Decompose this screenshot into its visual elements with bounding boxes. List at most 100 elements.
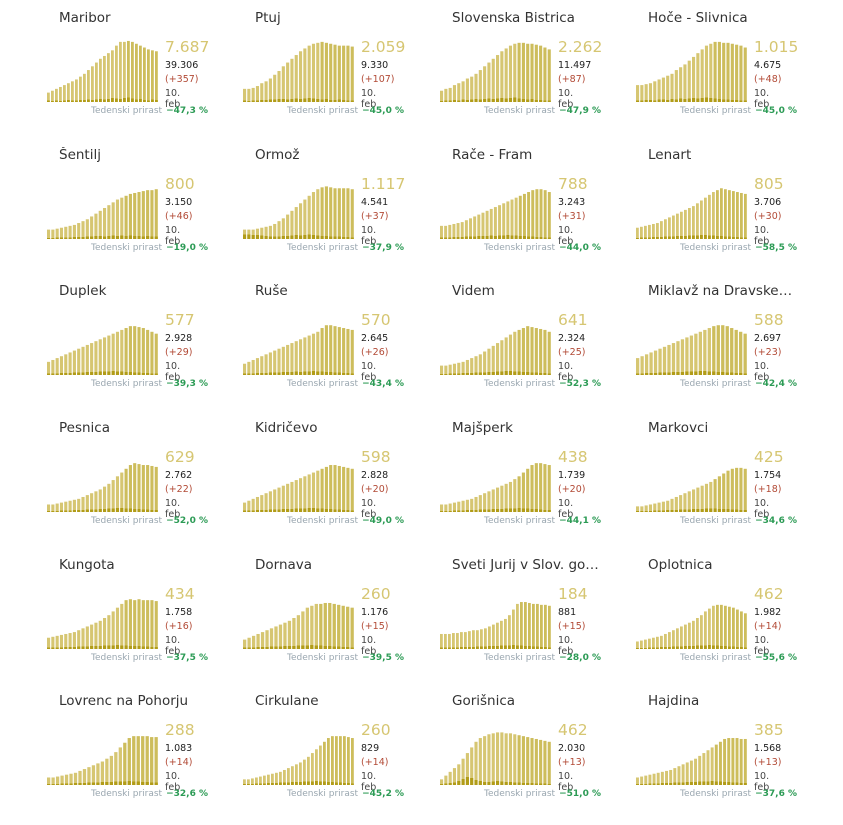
cumulative-bar — [717, 476, 721, 512]
cumulative-bar — [724, 189, 727, 239]
cumulative-bar — [465, 753, 469, 785]
cumulative-bar — [118, 747, 122, 785]
cumulative-bar — [90, 624, 94, 649]
cumulative-bar — [123, 41, 126, 102]
weekly-growth-value: −52,3 % — [559, 379, 601, 389]
active-cases-value: 184 — [558, 585, 588, 603]
daily-bar — [64, 510, 68, 512]
cumulative-bar — [281, 346, 285, 375]
cumulative-bar — [474, 356, 478, 375]
daily-bar — [131, 98, 134, 102]
cumulative-bar — [81, 346, 85, 375]
cumulative-bar — [652, 773, 656, 785]
daily-bar — [480, 646, 483, 649]
daily-bar — [111, 645, 115, 649]
cumulative-bar — [350, 189, 354, 239]
total-cases-value: 2.030 — [558, 743, 586, 754]
daily-bar — [135, 99, 138, 102]
cumulative-bar — [85, 219, 89, 239]
cumulative-bar — [133, 600, 137, 649]
daily-bar — [660, 237, 663, 239]
cumulative-bar — [98, 339, 102, 375]
municipality-name: Miklavž na Dravske… — [648, 283, 793, 299]
daily-bar — [456, 237, 460, 239]
cumulative-bar — [539, 328, 543, 375]
daily-bar — [299, 372, 303, 375]
daily-bar — [243, 510, 247, 512]
daily-bar — [55, 647, 59, 649]
cumulative-bar — [652, 223, 655, 239]
cumulative-bar — [120, 197, 124, 239]
daily-bar — [706, 781, 710, 785]
daily-bar — [513, 97, 517, 102]
cumulative-bar — [444, 88, 448, 102]
daily-bar — [444, 237, 448, 239]
cumulative-bar — [132, 736, 136, 785]
cumulative-bar — [644, 84, 648, 102]
date-label: 10. feb — [361, 225, 377, 247]
daily-bar — [141, 646, 145, 649]
daily-bar — [531, 236, 535, 239]
daily-bar — [474, 510, 478, 512]
cumulative-bar — [700, 615, 703, 649]
cumulative-bar — [696, 203, 699, 239]
bar-chart — [636, 325, 747, 375]
daily-bar — [91, 100, 94, 102]
daily-bar — [725, 372, 729, 375]
daily-bar — [670, 510, 674, 512]
daily-bar — [123, 98, 126, 102]
cumulative-bar — [470, 747, 474, 785]
daily-bar — [335, 782, 338, 785]
cumulative-bar — [286, 483, 290, 512]
cumulative-bar — [524, 602, 527, 649]
cumulative-bar — [530, 327, 534, 375]
cumulative-bar — [496, 622, 499, 649]
cumulative-bar — [256, 633, 260, 649]
bar-chart — [47, 599, 158, 649]
date-label: 10. feb — [361, 361, 377, 383]
daily-bar — [684, 236, 687, 239]
daily-bar — [311, 781, 314, 785]
daily-bar — [709, 508, 713, 512]
cumulative-bar — [342, 188, 346, 239]
daily-bar — [468, 647, 471, 649]
cumulative-bar — [709, 43, 713, 102]
cumulative-bar — [440, 225, 443, 239]
cumulative-bar — [527, 192, 531, 239]
daily-bar — [96, 782, 100, 785]
cumulative-bar — [264, 493, 268, 512]
daily-bar — [103, 371, 107, 375]
cumulative-bar — [273, 223, 277, 239]
daily-bar — [460, 647, 463, 649]
daily-bar — [679, 98, 683, 102]
cumulative-bar — [87, 70, 90, 102]
total-cases-value: 2.928 — [165, 333, 193, 344]
cumulative-bar — [640, 226, 643, 239]
cumulative-bar — [692, 489, 696, 512]
cumulative-bar — [721, 325, 725, 375]
weekly-growth: Tedenski prirast −52,3 % — [393, 379, 601, 389]
cumulative-bar — [726, 42, 730, 102]
cumulative-bar — [251, 359, 255, 375]
daily-bar — [444, 100, 448, 102]
cumulative-bar — [85, 495, 89, 512]
daily-bar — [243, 784, 246, 785]
daily-bar — [55, 373, 59, 375]
municipality-card: Ormož 1.117 4.541 (+37) 10. feb Tedenski prir… — [196, 137, 405, 267]
cumulative-bar — [307, 474, 311, 512]
daily-bar — [513, 371, 517, 375]
daily-bar — [513, 508, 517, 512]
daily-bar — [662, 372, 667, 375]
cumulative-bar — [518, 195, 522, 239]
cumulative-bar — [268, 225, 272, 239]
daily-bar — [283, 646, 287, 649]
daily-bar — [103, 236, 107, 239]
daily-bar — [684, 646, 687, 649]
cumulative-bar — [530, 738, 534, 785]
daily-bar — [255, 100, 260, 102]
cumulative-bar — [496, 55, 500, 102]
daily-bar — [744, 237, 747, 239]
cumulative-bar — [640, 356, 644, 375]
weekly-growth-label: Tedenski prirast — [484, 789, 556, 799]
cumulative-bar — [696, 618, 699, 649]
